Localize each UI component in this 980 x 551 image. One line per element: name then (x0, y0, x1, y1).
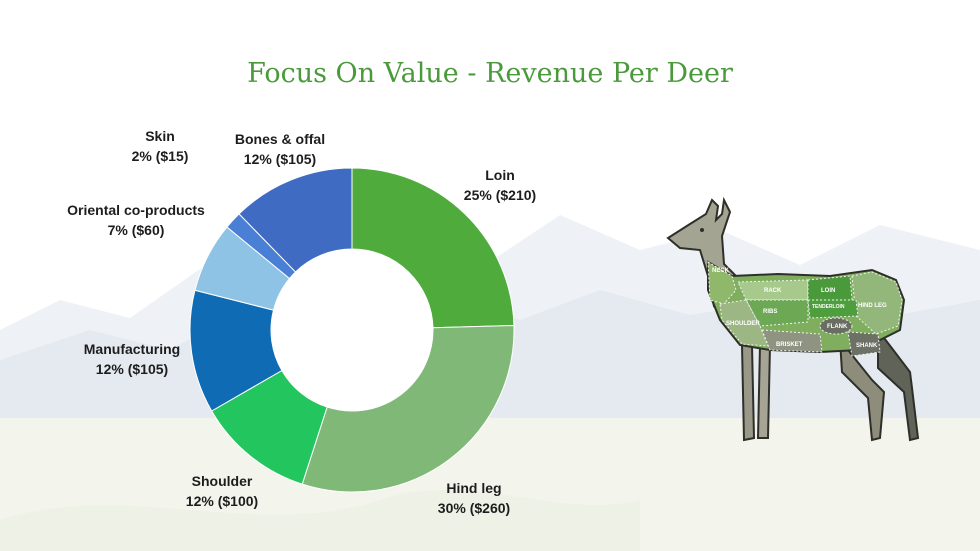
label-skin-name: Skin (145, 128, 175, 144)
label-skin-value: 2% ($15) (131, 148, 189, 164)
label-shoulder: Shoulder 12% ($100) (186, 471, 258, 511)
label-oriental-value: 7% ($60) (107, 222, 165, 238)
cut-label-ribs: RIBS (763, 309, 777, 315)
label-manufacturing-name: Manufacturing (83, 341, 181, 357)
label-manufacturing: Manufacturing 12% ($105) (84, 339, 180, 379)
cut-label-tenderloin: TENDERLOIN (812, 304, 845, 310)
label-bones-offal: Bones & offal 12% ($105) (235, 129, 325, 169)
label-oriental-co-products: Oriental co-products 7% ($60) (67, 200, 205, 240)
cut-label-loin: LOIN (821, 288, 835, 294)
cut-label-shoulder: SHOULDER (726, 321, 760, 327)
cut-label-hind-leg: HIND LEG (858, 303, 887, 309)
donut-hole (271, 249, 433, 411)
label-bones-offal-value: 12% ($105) (243, 151, 317, 167)
label-skin: Skin 2% ($15) (132, 126, 189, 166)
label-shoulder-value: 12% ($100) (185, 493, 259, 509)
label-loin-name: Loin (485, 167, 515, 183)
chart-title: Focus On Value - Revenue Per Deer (247, 58, 733, 89)
cut-label-neck: NECK (712, 268, 730, 274)
cut-label-shank: SHANK (856, 343, 878, 349)
cut-label-flank: FLANK (827, 324, 848, 330)
deer-illustration (666, 196, 920, 442)
cut-label-rack: RACK (764, 288, 782, 294)
label-hind-leg: Hind leg 30% ($260) (438, 478, 510, 518)
cut-label-brisket: BRISKET (776, 342, 803, 348)
label-loin-value: 25% ($210) (463, 187, 537, 203)
label-loin: Loin 25% ($210) (464, 165, 536, 205)
label-bones-offal-name: Bones & offal (234, 131, 326, 147)
label-hind-leg-name: Hind leg (446, 480, 502, 496)
label-hind-leg-value: 30% ($260) (437, 500, 511, 516)
label-oriental-name: Oriental co-products (67, 202, 205, 218)
label-shoulder-name: Shoulder (191, 473, 253, 489)
label-manufacturing-value: 12% ($105) (95, 361, 169, 377)
